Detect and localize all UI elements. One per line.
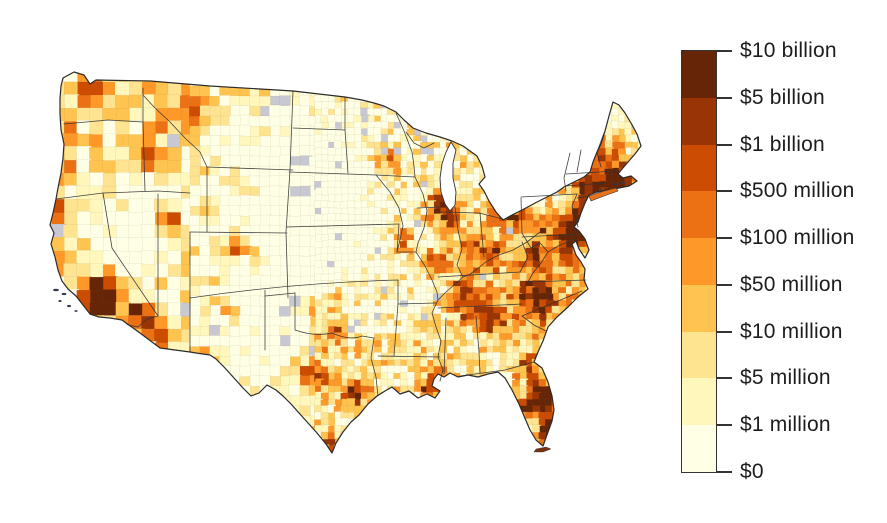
legend-label: $50 million [740, 272, 843, 296]
legend-label: $0 [740, 460, 764, 483]
legend-tick-mark [717, 96, 732, 99]
legend-tick-mark [717, 471, 732, 473]
legend-swatch [682, 378, 716, 426]
legend-swatch [682, 191, 716, 239]
florida-keys [533, 446, 552, 453]
legend-tick-mark [717, 377, 732, 380]
us-outline [49, 71, 642, 454]
legend-label: $1 million [740, 413, 831, 437]
legend-tick-mark [717, 50, 732, 52]
legend-tick-mark [717, 143, 732, 146]
legend-color-bar [681, 50, 717, 473]
long-island [588, 187, 619, 202]
legend-swatch [682, 238, 716, 285]
us-county-choropleth-map [49, 71, 642, 454]
legend-tick-mark [717, 190, 732, 193]
legend-swatch [682, 144, 716, 192]
legend-swatch [682, 331, 716, 379]
offshore-islands [53, 181, 625, 312]
county-mosaic [50, 72, 641, 453]
legend-tick-mark [717, 424, 732, 427]
map-container [49, 71, 642, 454]
legend-label: $100 million [740, 226, 855, 250]
legend-tick-mark [717, 237, 732, 240]
legend-label: $10 billion [740, 39, 837, 62]
legend-swatch [682, 97, 716, 145]
legend-label: $5 million [740, 366, 831, 390]
state-borders [55, 87, 617, 397]
legend-swatch [682, 425, 716, 473]
legend-label: $10 million [740, 319, 843, 343]
legend-swatch [682, 284, 716, 332]
legend-tick-mark [717, 330, 732, 333]
legend-label: $5 billion [740, 85, 825, 109]
legend-tick-mark [717, 283, 732, 286]
lake-michigan [439, 141, 457, 212]
legend-label: $1 billion [740, 132, 825, 156]
legend-label: $500 million [740, 179, 855, 203]
legend-swatch [682, 51, 716, 98]
